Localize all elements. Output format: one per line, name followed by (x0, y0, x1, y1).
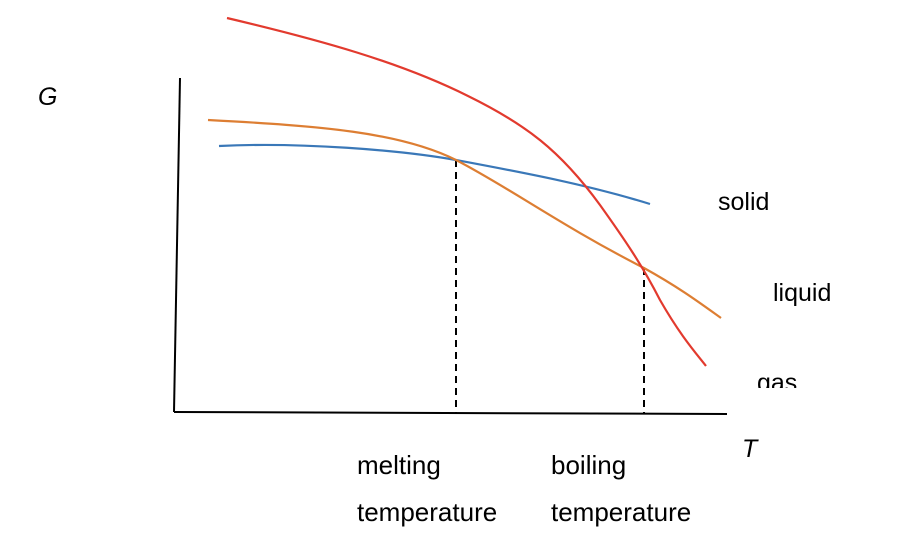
melting-label-line2: temperature (357, 497, 497, 527)
y-axis (173, 77, 181, 413)
boiling-label-line1: boiling (551, 450, 626, 480)
gas-curve (226, 16, 707, 367)
melting-label-line1: melting (357, 450, 441, 480)
boiling-label-line2: temperature (551, 497, 691, 527)
solid-label: solid (718, 188, 769, 216)
y-axis-label: G (38, 83, 57, 111)
liquid-curve (207, 118, 722, 319)
gas-label-mask (740, 388, 820, 400)
solid-curve (218, 143, 651, 206)
x-axis-label: T (742, 435, 759, 463)
liquid-label: liquid (773, 279, 831, 307)
x-axis (173, 411, 728, 415)
